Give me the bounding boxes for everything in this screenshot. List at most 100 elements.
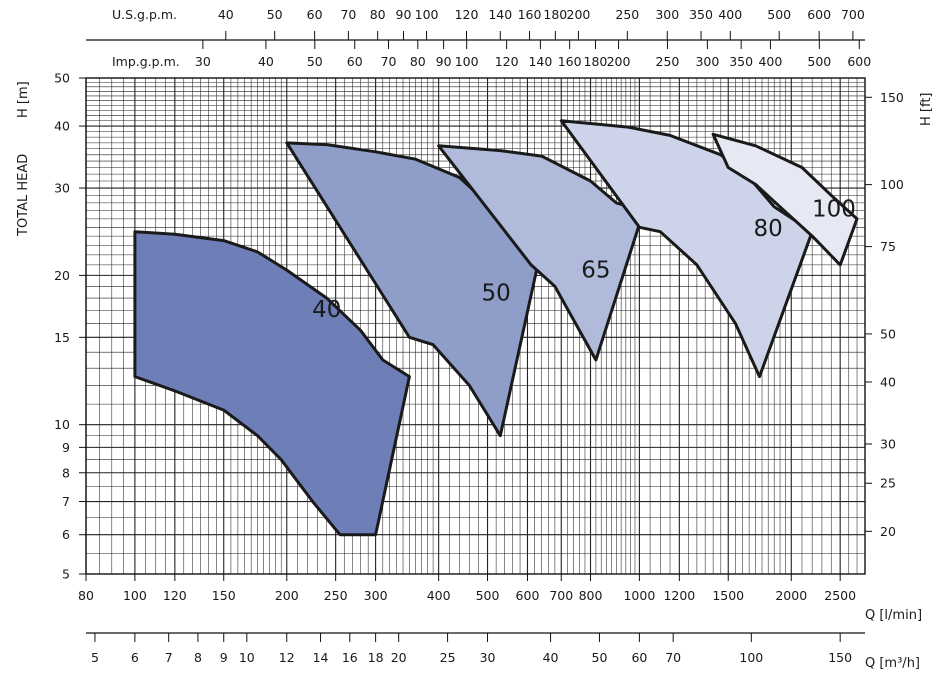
m3h-tick-label: 20	[391, 650, 407, 665]
usgpm-tick-label: 350	[689, 7, 713, 22]
impgpm-tick-label: 180	[584, 54, 608, 69]
m3h-tick-label: 50	[592, 650, 608, 665]
m3h-tick-label: 100	[739, 650, 763, 665]
x-tick-label: 1500	[712, 588, 744, 603]
y-tick-label: 30	[54, 181, 70, 196]
plot-frame	[85, 77, 866, 575]
pump-area-label-40: 40	[312, 297, 341, 323]
usgpm-tick-label: 400	[718, 7, 742, 22]
impgpm-tick-label: 60	[347, 54, 363, 69]
y-tick-label: 15	[54, 330, 70, 345]
y-axis-title: H [m]	[16, 81, 31, 118]
usgpm-tick-label: 100	[415, 7, 439, 22]
impgpm-tick-label: 140	[528, 54, 552, 69]
m3h-tick-label: 8	[194, 650, 202, 665]
x-tick-label: 200	[275, 588, 299, 603]
y-right-tick-label: 150	[880, 90, 904, 105]
pump-area-label-80: 80	[754, 216, 783, 242]
y-tick-label: 40	[54, 119, 70, 134]
m3h-tick-label: 40	[543, 650, 559, 665]
m3h-tick-label: 150	[828, 650, 852, 665]
impgpm-tick-label: 70	[381, 54, 397, 69]
top-axis-1-label: U.S.g.p.m.	[112, 7, 177, 22]
flow-axes-bottom: 80 100 120 150 200 250 300 400 500 600 700 800 1000 1…	[78, 574, 865, 665]
impgpm-tick-label: 350	[729, 54, 753, 69]
x-tick-label: 1200	[663, 588, 695, 603]
axis-titles: U.S.g.p.m. Imp.g.p.m. Q [l/min] Q [m³/h]…	[16, 7, 934, 671]
y-right-axis-title: H [ft]	[919, 93, 934, 127]
x-axis-m3h-title: Q [m³/h]	[865, 656, 920, 671]
x-tick-label: 500	[476, 588, 500, 603]
flow-unit-axes-top: 40 50 60 70 80 90 100 120 140 160 180 200 250 300 350 4…	[86, 7, 871, 69]
plot-border	[85, 77, 866, 575]
impgpm-tick-label: 200	[607, 54, 631, 69]
impgpm-tick-label: 250	[656, 54, 680, 69]
x-tick-label: 700	[549, 588, 573, 603]
m3h-tick-label: 12	[279, 650, 295, 665]
usgpm-tick-label: 140	[488, 7, 512, 22]
usgpm-tick-label: 60	[307, 7, 323, 22]
m3h-tick-label: 7	[165, 650, 173, 665]
y-tick-label: 9	[62, 440, 70, 455]
x-tick-label: 300	[364, 588, 388, 603]
impgpm-tick-label: 50	[307, 54, 323, 69]
x-tick-label: 2000	[775, 588, 807, 603]
y-tick-label: 7	[62, 494, 70, 509]
impgpm-tick-label: 30	[195, 54, 211, 69]
x-tick-label: 120	[163, 588, 187, 603]
y-right-tick-label: 50	[880, 326, 896, 341]
x-axis-title: Q [l/min]	[865, 608, 922, 623]
pump-area-label-50: 50	[481, 280, 510, 306]
m3h-tick-label: 70	[665, 650, 681, 665]
usgpm-tick-label: 160	[518, 7, 542, 22]
top-axis-2-label: Imp.g.p.m.	[112, 54, 180, 69]
usgpm-tick-label: 70	[340, 7, 356, 22]
pump-curve-areas: 40 50 65 80 100	[133, 119, 859, 537]
head-axes: 5 6 7 8 9 10 15 20 30 40 50 20 25 30 40 50 75 100 150	[54, 71, 904, 582]
x-tick-label: 2500	[824, 588, 856, 603]
y-tick-label: 20	[54, 268, 70, 283]
x-tick-label: 100	[123, 588, 147, 603]
m3h-tick-label: 10	[239, 650, 255, 665]
x-tick-label: 150	[212, 588, 236, 603]
x-tick-label: 250	[324, 588, 348, 603]
pump-area-label-65: 65	[581, 258, 610, 284]
impgpm-tick-label: 90	[436, 54, 452, 69]
y-tick-label: 8	[62, 465, 70, 480]
y-right-tick-label: 30	[880, 436, 896, 451]
y-axis-group-title: TOTAL HEAD	[16, 154, 31, 237]
x-tick-label: 800	[579, 588, 603, 603]
impgpm-tick-label: 500	[807, 54, 831, 69]
pump-area-40	[133, 230, 411, 537]
m3h-tick-label: 18	[368, 650, 384, 665]
usgpm-tick-label: 200	[567, 7, 591, 22]
usgpm-tick-label: 600	[807, 7, 831, 22]
usgpm-tick-label: 80	[370, 7, 386, 22]
y-right-tick-label: 75	[880, 239, 896, 254]
pump-area-label-100: 100	[812, 196, 856, 222]
y-tick-label: 6	[62, 527, 70, 542]
m3h-tick-label: 25	[440, 650, 456, 665]
usgpm-tick-label: 300	[655, 7, 679, 22]
m3h-tick-label: 6	[131, 650, 139, 665]
impgpm-tick-label: 40	[258, 54, 274, 69]
impgpm-tick-label: 120	[495, 54, 519, 69]
y-tick-label: 5	[62, 567, 70, 582]
impgpm-tick-label: 600	[847, 54, 871, 69]
impgpm-tick-label: 100	[455, 54, 479, 69]
usgpm-tick-label: 50	[267, 7, 283, 22]
y-tick-label: 10	[54, 417, 70, 432]
y-right-tick-label: 25	[880, 476, 896, 491]
x-tick-label: 80	[78, 588, 94, 603]
m3h-tick-label: 9	[220, 650, 228, 665]
usgpm-tick-label: 90	[396, 7, 412, 22]
usgpm-tick-label: 500	[767, 7, 791, 22]
m3h-tick-label: 60	[631, 650, 647, 665]
impgpm-tick-label: 400	[758, 54, 782, 69]
y-right-tick-label: 100	[880, 177, 904, 192]
x-tick-label: 400	[427, 588, 451, 603]
m3h-tick-label: 16	[342, 650, 358, 665]
impgpm-tick-label: 80	[410, 54, 426, 69]
m3h-tick-label: 5	[91, 650, 99, 665]
